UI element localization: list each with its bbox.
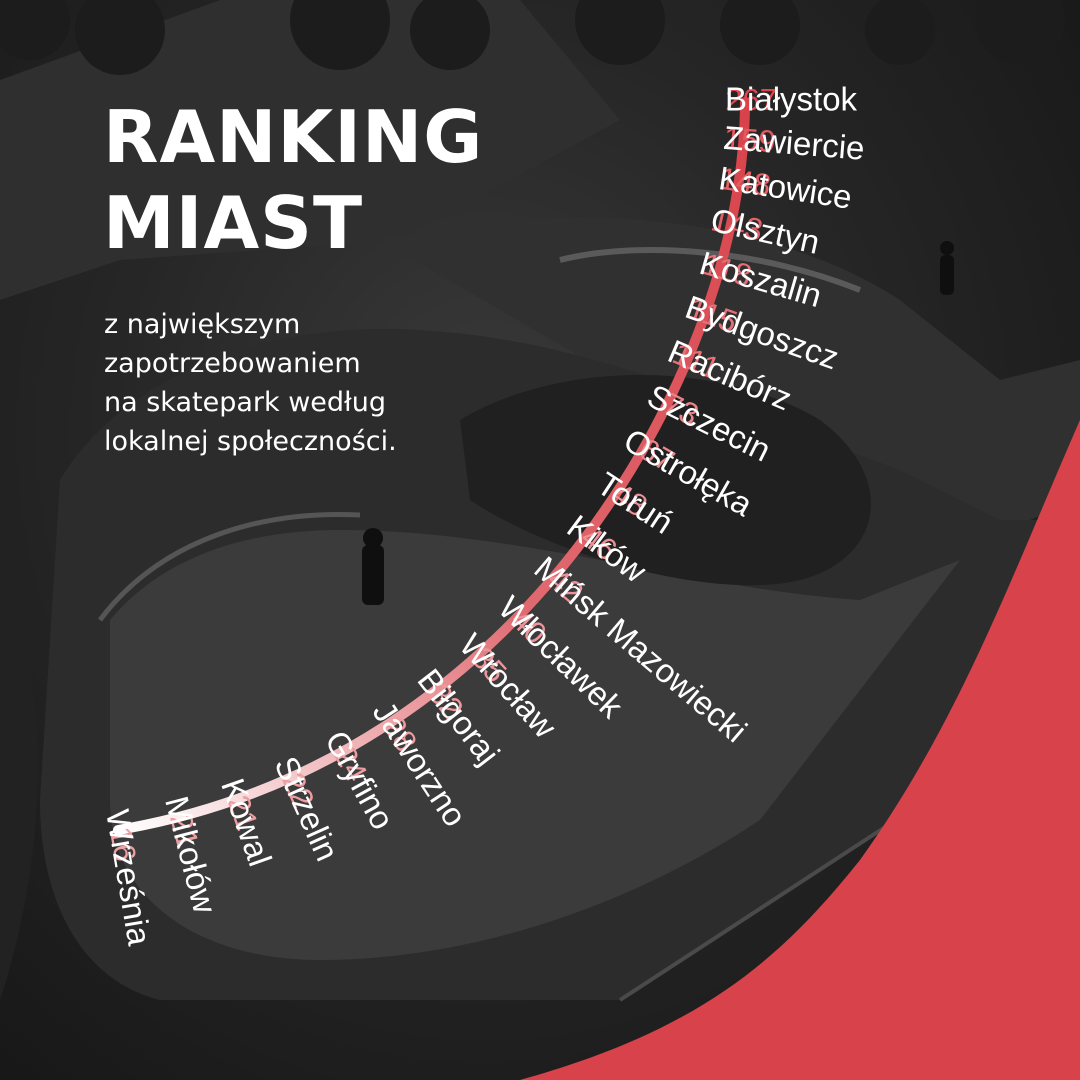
value-label-zawiercie: 159 xyxy=(723,120,777,159)
subtitle-line-4: lokalnej społeczności. xyxy=(104,426,397,457)
value-label-bialystok: 267 xyxy=(725,82,777,117)
title-line-2: MIAST xyxy=(103,181,364,265)
subtitle-line-1: z największym xyxy=(104,309,301,340)
value-label-mikolow: 21 xyxy=(163,810,206,852)
subtitle: z największym zapotrzebowaniem na skatep… xyxy=(104,305,524,461)
category-label-bialystok: Białystok xyxy=(725,81,858,118)
chart-marks: 267Białystok159Zawiercie148Katowice143Ol… xyxy=(99,81,866,949)
subtitle-line-2: zapotrzebowaniem xyxy=(104,348,361,379)
subtitle-line-3: na skatepark według xyxy=(104,387,386,418)
title: RANKING MIAST xyxy=(103,94,483,266)
ranking-arc xyxy=(113,97,750,835)
value-label-wrzesnia: 16 xyxy=(103,824,143,864)
value-label-katowice: 148 xyxy=(717,161,773,203)
title-line-1: RANKING xyxy=(103,95,484,179)
